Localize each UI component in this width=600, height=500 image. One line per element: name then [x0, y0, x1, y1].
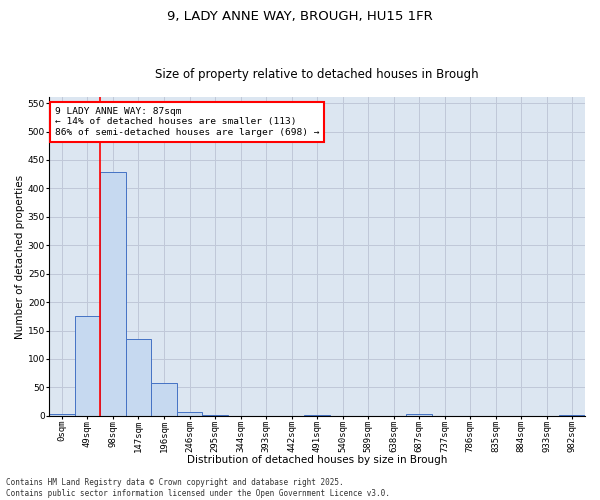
Bar [75, 316, 100, 416]
Text: Contains HM Land Registry data © Crown copyright and database right 2025.
Contai: Contains HM Land Registry data © Crown c… [6, 478, 390, 498]
Bar [406, 414, 432, 416]
Bar [100, 172, 126, 416]
Bar [202, 415, 228, 416]
Y-axis label: Number of detached properties: Number of detached properties [15, 174, 25, 338]
Bar [177, 412, 202, 416]
Bar [559, 414, 585, 416]
Bar [151, 383, 177, 416]
Text: 9 LADY ANNE WAY: 87sqm
← 14% of detached houses are smaller (113)
86% of semi-de: 9 LADY ANNE WAY: 87sqm ← 14% of detached… [55, 107, 319, 137]
Title: Size of property relative to detached houses in Brough: Size of property relative to detached ho… [155, 68, 479, 81]
Bar [49, 414, 75, 416]
Text: 9, LADY ANNE WAY, BROUGH, HU15 1FR: 9, LADY ANNE WAY, BROUGH, HU15 1FR [167, 10, 433, 23]
Bar [304, 415, 330, 416]
X-axis label: Distribution of detached houses by size in Brough: Distribution of detached houses by size … [187, 455, 447, 465]
Bar [126, 339, 151, 416]
